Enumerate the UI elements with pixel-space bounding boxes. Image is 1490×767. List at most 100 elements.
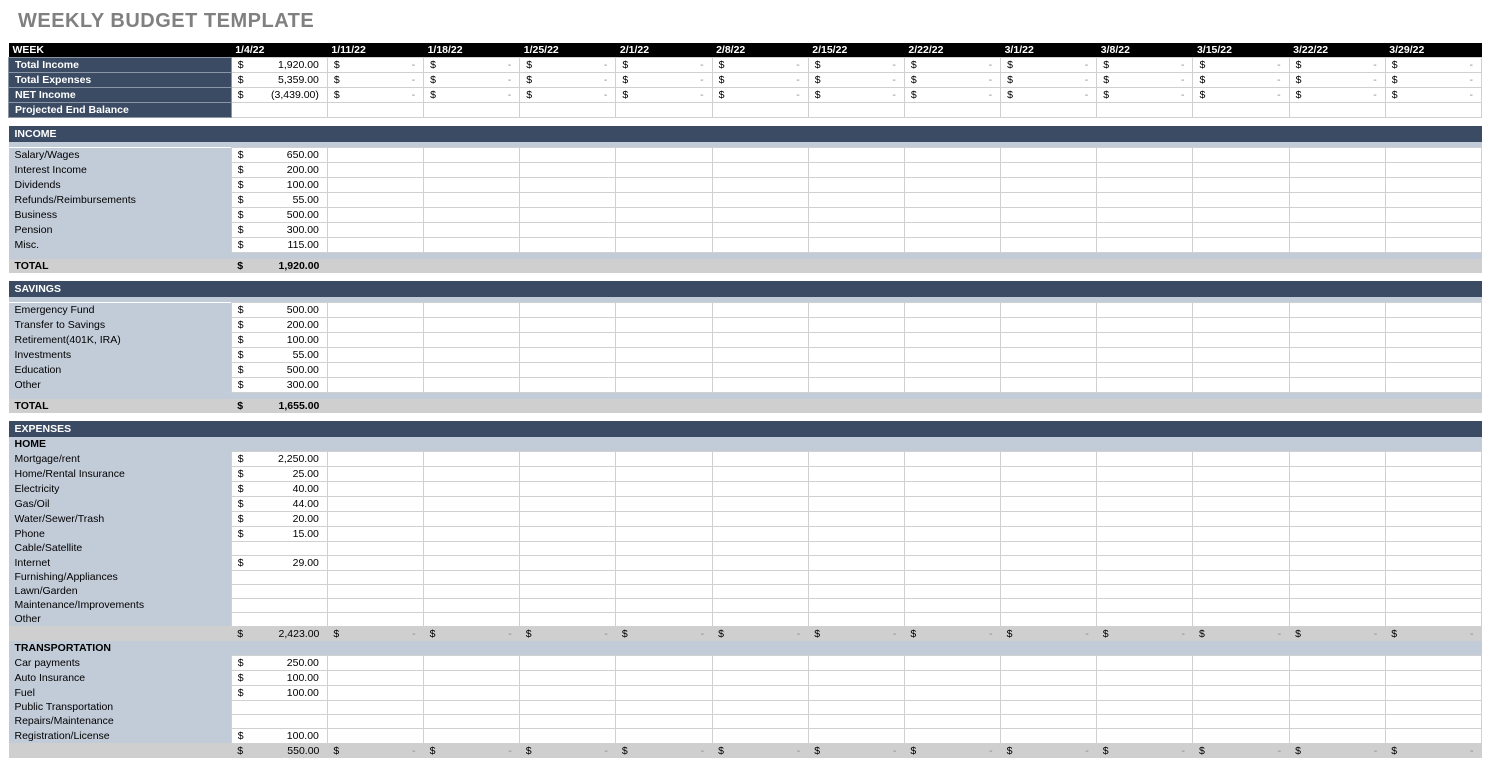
expense-cell[interactable] <box>424 728 520 743</box>
expense-cell[interactable] <box>616 598 712 612</box>
expense-cell[interactable] <box>327 598 423 612</box>
income-cell[interactable] <box>1097 178 1193 193</box>
savings-cell[interactable] <box>1097 303 1193 318</box>
expense-cell[interactable] <box>904 555 1000 570</box>
income-cell[interactable] <box>1097 148 1193 163</box>
income-cell[interactable] <box>1097 238 1193 253</box>
expense-cell[interactable] <box>327 655 423 670</box>
expense-cell[interactable] <box>904 541 1000 555</box>
expense-cell[interactable] <box>904 584 1000 598</box>
income-cell[interactable] <box>616 193 712 208</box>
expense-value[interactable] <box>231 541 327 555</box>
savings-cell[interactable] <box>327 303 423 318</box>
income-value[interactable]: $650.00 <box>231 148 327 163</box>
income-cell[interactable] <box>424 178 520 193</box>
savings-cell[interactable] <box>520 363 616 378</box>
income-cell[interactable] <box>616 148 712 163</box>
expense-value[interactable]: $100.00 <box>231 670 327 685</box>
expense-cell[interactable] <box>327 466 423 481</box>
expense-cell[interactable] <box>327 511 423 526</box>
expense-cell[interactable] <box>1193 670 1289 685</box>
expense-cell[interactable] <box>712 541 808 555</box>
expense-cell[interactable] <box>1289 570 1385 584</box>
expense-cell[interactable] <box>1385 612 1481 626</box>
income-cell[interactable] <box>327 163 423 178</box>
savings-cell[interactable] <box>520 378 616 393</box>
savings-cell[interactable] <box>1289 348 1385 363</box>
income-cell[interactable] <box>1385 163 1481 178</box>
expense-cell[interactable] <box>520 511 616 526</box>
expense-cell[interactable] <box>1193 496 1289 511</box>
income-cell[interactable] <box>616 223 712 238</box>
expense-cell[interactable] <box>616 541 712 555</box>
savings-cell[interactable] <box>327 363 423 378</box>
expense-cell[interactable] <box>327 685 423 700</box>
expense-cell[interactable] <box>616 728 712 743</box>
expense-cell[interactable] <box>1289 481 1385 496</box>
expense-cell[interactable] <box>1193 555 1289 570</box>
expense-cell[interactable] <box>1001 526 1097 541</box>
savings-cell[interactable] <box>904 333 1000 348</box>
income-value[interactable]: $300.00 <box>231 223 327 238</box>
expense-cell[interactable] <box>424 670 520 685</box>
expense-cell[interactable] <box>904 598 1000 612</box>
expense-value[interactable]: $20.00 <box>231 511 327 526</box>
expense-cell[interactable] <box>1001 700 1097 714</box>
expense-cell[interactable] <box>1289 714 1385 728</box>
income-cell[interactable] <box>712 208 808 223</box>
savings-cell[interactable] <box>520 303 616 318</box>
expense-value[interactable]: $100.00 <box>231 728 327 743</box>
expense-cell[interactable] <box>1097 451 1193 466</box>
income-cell[interactable] <box>1193 223 1289 238</box>
income-cell[interactable] <box>808 148 904 163</box>
summary-cell[interactable] <box>712 103 808 118</box>
expense-cell[interactable] <box>1001 481 1097 496</box>
expense-cell[interactable] <box>1097 598 1193 612</box>
income-cell[interactable] <box>424 208 520 223</box>
expense-cell[interactable] <box>808 466 904 481</box>
expense-cell[interactable] <box>327 612 423 626</box>
expense-cell[interactable] <box>327 526 423 541</box>
expense-cell[interactable] <box>327 481 423 496</box>
expense-cell[interactable] <box>327 555 423 570</box>
expense-cell[interactable] <box>1001 612 1097 626</box>
expense-cell[interactable] <box>904 612 1000 626</box>
expense-value[interactable]: $44.00 <box>231 496 327 511</box>
expense-cell[interactable] <box>1001 685 1097 700</box>
expense-cell[interactable] <box>1097 526 1193 541</box>
savings-cell[interactable] <box>904 378 1000 393</box>
summary-cell[interactable]: $- <box>520 73 616 88</box>
expense-cell[interactable] <box>1001 670 1097 685</box>
expense-value[interactable] <box>231 584 327 598</box>
summary-cell[interactable]: $- <box>904 73 1000 88</box>
expense-cell[interactable] <box>808 655 904 670</box>
summary-cell[interactable]: $- <box>1001 58 1097 73</box>
savings-cell[interactable] <box>808 363 904 378</box>
expense-cell[interactable] <box>520 670 616 685</box>
expense-cell[interactable] <box>1193 584 1289 598</box>
expense-cell[interactable] <box>327 728 423 743</box>
expense-cell[interactable] <box>1289 670 1385 685</box>
income-cell[interactable] <box>1001 238 1097 253</box>
summary-cell[interactable]: $- <box>904 58 1000 73</box>
expense-cell[interactable] <box>1289 584 1385 598</box>
expense-cell[interactable] <box>520 570 616 584</box>
savings-cell[interactable] <box>424 318 520 333</box>
expense-cell[interactable] <box>616 685 712 700</box>
income-cell[interactable] <box>424 193 520 208</box>
expense-value[interactable]: $40.00 <box>231 481 327 496</box>
income-cell[interactable] <box>520 148 616 163</box>
savings-cell[interactable] <box>1097 378 1193 393</box>
expense-value[interactable]: $250.00 <box>231 655 327 670</box>
savings-cell[interactable] <box>1193 333 1289 348</box>
expense-cell[interactable] <box>808 451 904 466</box>
expense-cell[interactable] <box>520 685 616 700</box>
expense-cell[interactable] <box>424 466 520 481</box>
summary-cell[interactable]: $- <box>424 73 520 88</box>
savings-cell[interactable] <box>616 348 712 363</box>
expense-cell[interactable] <box>1289 700 1385 714</box>
expense-cell[interactable] <box>1289 496 1385 511</box>
savings-cell[interactable] <box>520 318 616 333</box>
summary-cell[interactable]: $- <box>616 88 712 103</box>
expense-cell[interactable] <box>1193 451 1289 466</box>
